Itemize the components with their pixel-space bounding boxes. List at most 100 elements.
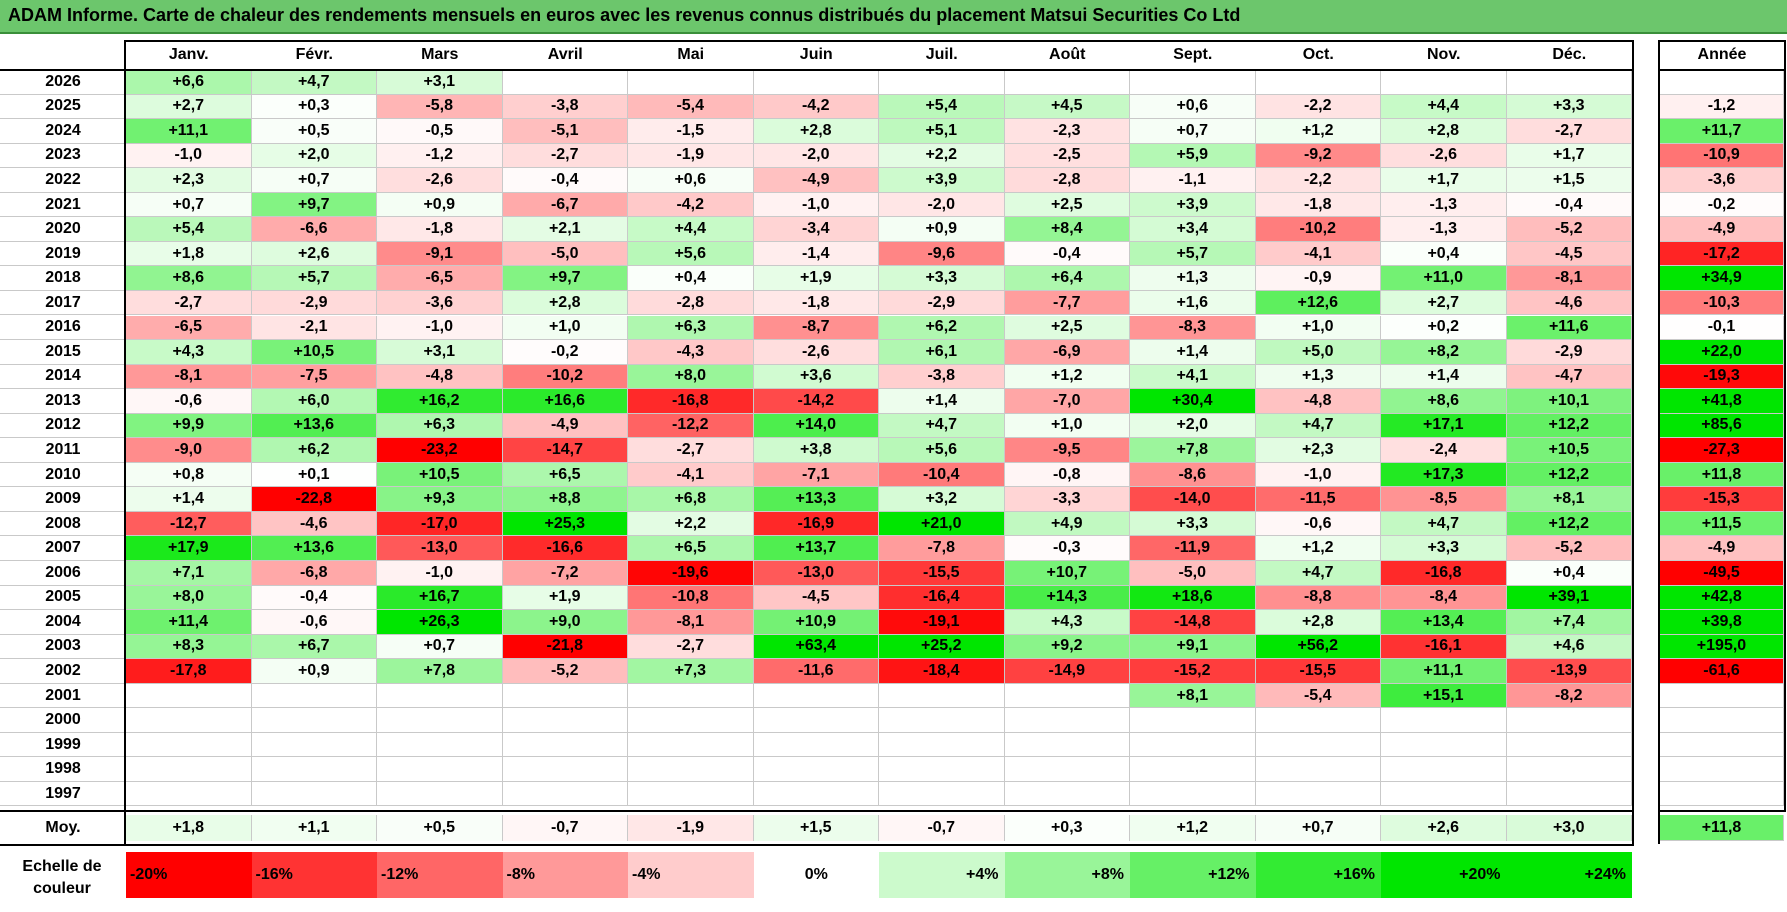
annual-cell: -10,9 bbox=[1660, 143, 1784, 169]
heatmap-cell: +0,8 bbox=[126, 462, 252, 488]
heatmap-cell: -7,5 bbox=[251, 364, 377, 390]
heatmap-cell: -12,2 bbox=[628, 413, 754, 439]
grid-right-line bbox=[1632, 40, 1634, 846]
heatmap-cell: -0,4 bbox=[1004, 241, 1130, 267]
heatmap-cell bbox=[753, 781, 879, 807]
heatmap-cell: +6,6 bbox=[126, 70, 252, 95]
annual-cell: -27,3 bbox=[1660, 438, 1784, 463]
heatmap-cell: -14,9 bbox=[1004, 659, 1130, 684]
year-label: 2021 bbox=[0, 193, 126, 218]
average-cell: -1,9 bbox=[628, 815, 754, 841]
year-label: 2017 bbox=[0, 291, 126, 316]
heatmap-cell: -4,8 bbox=[1255, 389, 1381, 414]
heatmap-cell: +8,0 bbox=[628, 364, 754, 390]
heatmap-cell bbox=[753, 683, 879, 709]
heatmap-cell: +15,1 bbox=[1381, 683, 1507, 709]
month-header: Nov. bbox=[1427, 46, 1461, 63]
heatmap-cell: +2,7 bbox=[1381, 290, 1507, 316]
heatmap-cell: -2,3 bbox=[1004, 119, 1130, 144]
heatmap-cell: -3,8 bbox=[879, 364, 1005, 390]
grid-left-line bbox=[124, 40, 126, 844]
heatmap-cell: +1,0 bbox=[502, 315, 628, 341]
heatmap-cell: +2,7 bbox=[126, 94, 252, 120]
heatmap-cell: -8,2 bbox=[1506, 683, 1632, 709]
heatmap-cell: -17,0 bbox=[377, 511, 503, 537]
heatmap-cell: +17,1 bbox=[1381, 413, 1507, 439]
heatmap-cell: +0,9 bbox=[879, 217, 1005, 242]
heatmap-cell: +10,5 bbox=[377, 462, 503, 488]
heatmap-cell: +13,3 bbox=[753, 487, 879, 512]
month-header: Janv. bbox=[168, 46, 209, 63]
heatmap-cell: -1,8 bbox=[753, 290, 879, 316]
heatmap-cell: -1,3 bbox=[1381, 192, 1507, 218]
heatmap-cell: +10,5 bbox=[1506, 438, 1632, 463]
annual-right-line bbox=[1784, 40, 1786, 812]
heatmap-cell: -6,7 bbox=[502, 192, 628, 218]
heatmap-cell: +2,8 bbox=[1381, 119, 1507, 144]
heatmap-cell: +5,6 bbox=[879, 438, 1005, 463]
heatmap-cell: +6,2 bbox=[879, 315, 1005, 341]
average-cell: +0,3 bbox=[1004, 815, 1130, 841]
average-cell: +1,1 bbox=[251, 815, 377, 841]
heatmap-cell: +8,1 bbox=[1506, 487, 1632, 512]
heatmap-cell: -5,4 bbox=[628, 94, 754, 120]
heatmap-cell: -2,8 bbox=[628, 290, 754, 316]
heatmap-cell: -4,9 bbox=[502, 413, 628, 439]
heatmap-cell: +30,4 bbox=[1130, 389, 1256, 414]
heatmap-cell: -5,8 bbox=[377, 94, 503, 120]
year-label: 2009 bbox=[0, 487, 126, 512]
heatmap-cell: +1,3 bbox=[1255, 364, 1381, 390]
heatmap-cell bbox=[502, 757, 628, 782]
heatmap-cell: -16,1 bbox=[1381, 634, 1507, 660]
heatmap-cell bbox=[502, 70, 628, 95]
heatmap-cell bbox=[1381, 708, 1507, 733]
report-title: ADAM Informe. Carte de chaleur des rende… bbox=[8, 5, 1241, 25]
heatmap-cell bbox=[1255, 70, 1381, 95]
heatmap-cell: -2,2 bbox=[1255, 94, 1381, 120]
heatmap-cell: -6,9 bbox=[1004, 340, 1130, 365]
average-cell: +1,8 bbox=[126, 815, 252, 841]
heatmap-cell: +1,2 bbox=[1255, 536, 1381, 561]
year-label: 2007 bbox=[0, 536, 126, 561]
year-label: 2019 bbox=[0, 242, 126, 267]
heatmap-cell: -6,6 bbox=[251, 217, 377, 242]
heatmap-cell: -1,4 bbox=[753, 241, 879, 267]
year-label: 2006 bbox=[0, 561, 126, 586]
heatmap-cell: +7,8 bbox=[1130, 438, 1256, 463]
year-label: 1998 bbox=[0, 757, 126, 782]
heatmap-cell bbox=[251, 757, 377, 782]
heatmap-cell: -4,1 bbox=[1255, 241, 1381, 267]
heatmap-cell: +0,9 bbox=[251, 659, 377, 684]
heatmap-cell: -2,4 bbox=[1381, 438, 1507, 463]
heatmap-cell: +3,2 bbox=[879, 487, 1005, 512]
heatmap-cell: -7,0 bbox=[1004, 389, 1130, 414]
month-header: Sept. bbox=[1173, 46, 1213, 63]
heatmap-cell: -22,8 bbox=[251, 487, 377, 512]
heatmap-cell: +63,4 bbox=[753, 634, 879, 660]
heatmap-cell: +0,7 bbox=[126, 192, 252, 218]
heatmap-cell: -15,5 bbox=[1255, 659, 1381, 684]
heatmap-cell: +11,1 bbox=[1381, 659, 1507, 684]
heatmap-cell: -7,2 bbox=[502, 561, 628, 586]
heatmap-cell: +7,4 bbox=[1506, 610, 1632, 635]
heatmap-cell: -0,4 bbox=[1506, 192, 1632, 218]
annual-left-line bbox=[1658, 40, 1660, 844]
scale-swatch: -20% bbox=[126, 852, 252, 898]
heatmap-cell: -1,3 bbox=[1381, 217, 1507, 242]
heatmap-cell: -13,0 bbox=[377, 536, 503, 561]
heatmap-cell: +4,5 bbox=[1004, 94, 1130, 120]
heatmap-cell bbox=[628, 70, 754, 95]
heatmap-cell: +5,0 bbox=[1255, 340, 1381, 365]
heatmap-cell: +3,3 bbox=[879, 266, 1005, 291]
heatmap-cell: +1,4 bbox=[1130, 340, 1256, 365]
heatmap-cell: +7,1 bbox=[126, 561, 252, 586]
heatmap-cell bbox=[1004, 732, 1130, 758]
heatmap-cell: -2,7 bbox=[502, 143, 628, 169]
average-cell: +0,5 bbox=[377, 815, 503, 841]
heatmap-cell: +4,4 bbox=[628, 217, 754, 242]
heatmap-cell: -10,4 bbox=[879, 462, 1005, 488]
annual-cell: +85,6 bbox=[1660, 413, 1784, 439]
heatmap-cell: -3,6 bbox=[377, 290, 503, 316]
heatmap-cell: +10,1 bbox=[1506, 389, 1632, 414]
heatmap-cell: -21,8 bbox=[502, 634, 628, 660]
